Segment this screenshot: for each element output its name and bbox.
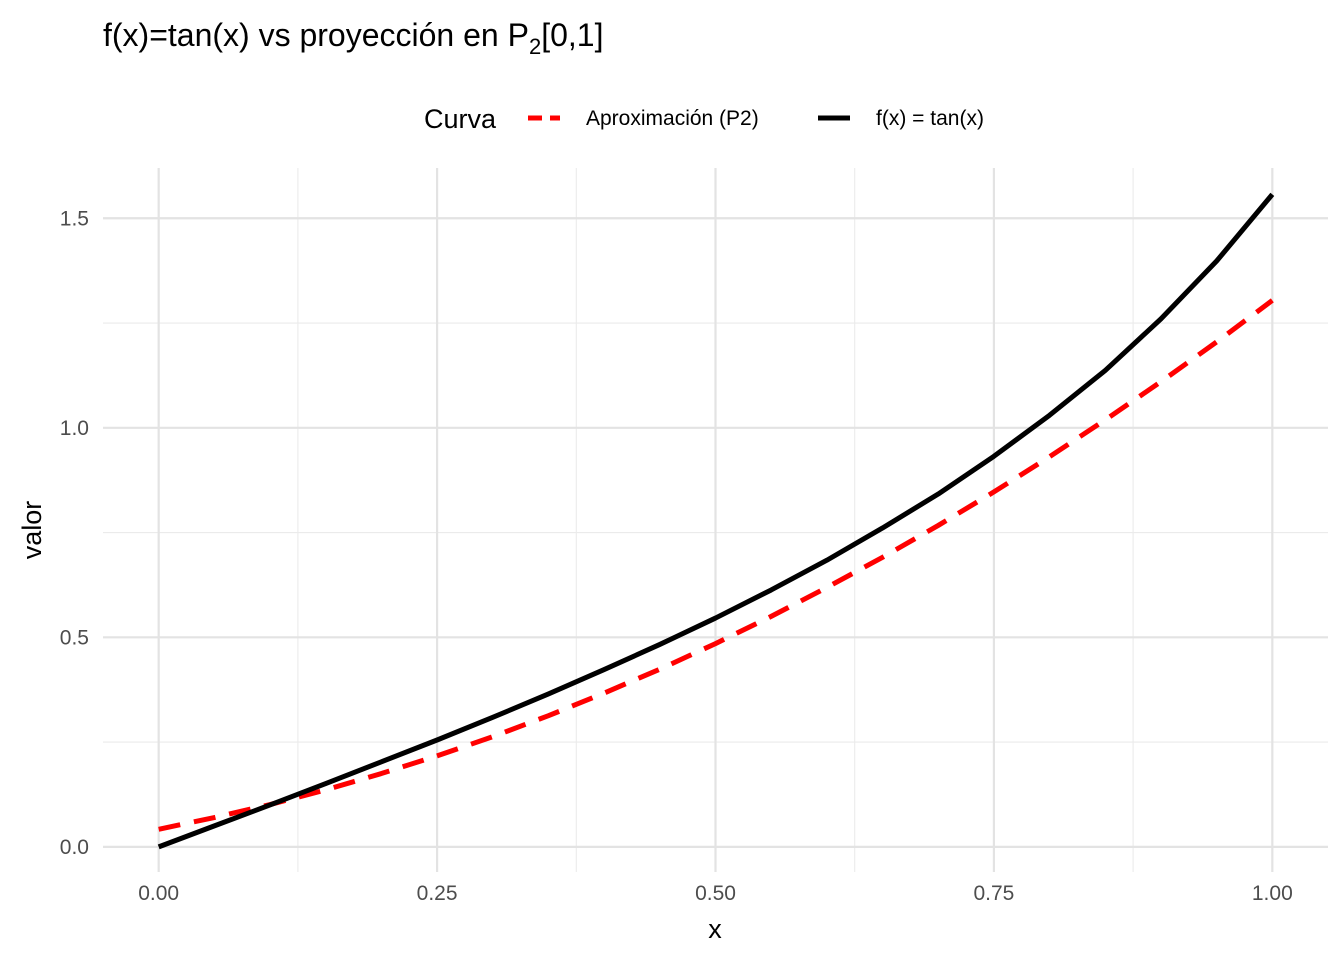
- x-tick-labels: 0.00 0.25 0.50 0.75 1.00: [138, 882, 1293, 905]
- y-tick-label: 0.5: [60, 626, 89, 649]
- chart-title-suffix: [0,1]: [541, 17, 603, 53]
- legend-title: Curva: [424, 104, 497, 134]
- x-tick-label: 0.50: [695, 882, 736, 905]
- legend-label-f-x-tan-x: f(x) = tan(x): [876, 107, 984, 130]
- x-axis-label: x: [708, 914, 722, 944]
- series-line-aproximaci-n-p2: [158, 298, 1274, 832]
- y-axis-label: valor: [17, 501, 47, 560]
- x-tick-label: 0.00: [138, 882, 179, 905]
- y-tick-label: 1.0: [60, 417, 89, 440]
- y-tick-label: 1.5: [60, 207, 89, 230]
- series-line-f-x-tan-x: [157, 192, 1275, 850]
- series-layer: [157, 192, 1275, 850]
- y-tick-labels: 0.0 0.5 1.0 1.5: [60, 207, 89, 859]
- x-tick-label: 0.25: [417, 882, 458, 905]
- legend-label-aproximaci-n-p2: Aproximación (P2): [586, 107, 759, 130]
- legend: Curva Aproximación (P2) f(x) = tan(x): [424, 104, 984, 134]
- grid-major: [103, 168, 1328, 872]
- x-tick-label: 1.00: [1252, 882, 1293, 905]
- legend-items: Aproximación (P2) f(x) = tan(x): [528, 107, 984, 130]
- chart-title: f(x)=tan(x) vs proyección en P2[0,1]: [103, 17, 603, 59]
- chart-title-subscript: 2: [529, 34, 541, 59]
- chart-title-main: f(x)=tan(x) vs proyección en P: [103, 17, 529, 53]
- x-tick-label: 0.75: [973, 882, 1014, 905]
- y-tick-label: 0.0: [60, 836, 89, 859]
